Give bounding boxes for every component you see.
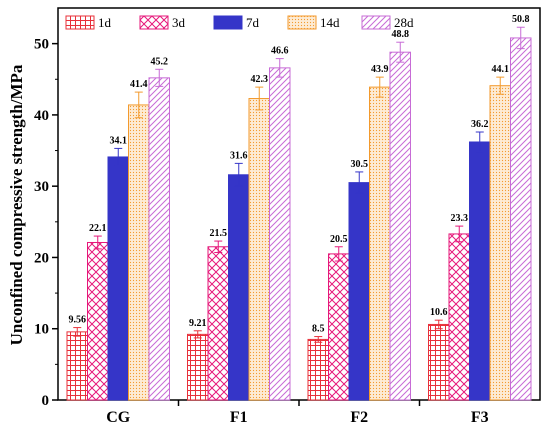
y-tick-label: 40 [34, 108, 49, 124]
bar [307, 338, 329, 401]
data-label: 31.6 [230, 150, 248, 161]
x-tick-label: F3 [471, 409, 489, 426]
bar [328, 253, 350, 401]
bar [248, 98, 270, 401]
legend-swatch [287, 15, 317, 30]
data-label: 42.3 [251, 74, 269, 85]
bar [228, 174, 250, 401]
data-label: 23.3 [451, 213, 469, 224]
data-label: 36.2 [471, 119, 489, 130]
bar [448, 233, 470, 401]
bar [510, 37, 532, 401]
legend-swatch [139, 15, 169, 30]
data-label: 20.5 [330, 234, 348, 245]
legend-swatch [65, 15, 95, 30]
data-label: 44.1 [492, 64, 510, 75]
x-tick-label: F1 [230, 409, 248, 426]
legend-swatch [361, 15, 391, 30]
bar [128, 104, 150, 401]
bar [66, 331, 88, 401]
bar [207, 246, 229, 401]
bar [187, 333, 209, 401]
bar [469, 141, 491, 401]
data-label: 46.6 [271, 46, 289, 57]
data-label: 41.4 [130, 79, 148, 90]
bar [389, 51, 411, 401]
y-axis-label: Unconfined compressive strength/MPa [7, 64, 26, 345]
bar [369, 86, 391, 401]
legend-label: 14d [320, 15, 340, 30]
data-label: 22.1 [89, 223, 107, 234]
legend: 1d 3d 7d 14d 28d [65, 15, 414, 30]
data-label: 45.2 [151, 56, 169, 67]
data-label: 9.21 [189, 318, 207, 329]
legend-label: 3d [172, 15, 186, 30]
bar [269, 67, 291, 401]
plot-area: 0 10 20 30 40 50 CG 9.56 22.1 34.1 41.4 45.2 F1 9.21 2… [34, 7, 541, 426]
data-label: 43.9 [371, 64, 389, 75]
bar [107, 156, 129, 401]
data-label: 21.5 [210, 228, 228, 239]
y-tick-label: 20 [34, 250, 49, 266]
data-label: 8.5 [312, 324, 325, 335]
data-label: 34.1 [110, 135, 128, 146]
bar [148, 77, 170, 401]
bar [348, 182, 370, 401]
y-tick-label: 10 [34, 322, 49, 338]
data-label: 50.8 [512, 14, 530, 25]
y-tick-label: 0 [42, 393, 50, 409]
data-label: 9.56 [69, 315, 87, 326]
bar [87, 241, 109, 401]
legend-label: 28d [394, 15, 414, 30]
legend-swatch [213, 15, 243, 30]
bar [489, 85, 511, 401]
data-label: 30.5 [351, 159, 369, 170]
data-label: 48.8 [392, 29, 410, 40]
data-label: 10.6 [430, 307, 448, 318]
bar [428, 323, 450, 401]
legend-label: 7d [246, 15, 260, 30]
x-tick-label: F2 [350, 409, 368, 426]
legend-label: 1d [98, 15, 112, 30]
y-tick-label: 30 [34, 179, 49, 195]
x-tick-label: CG [106, 409, 131, 426]
y-tick-label: 50 [34, 37, 49, 53]
